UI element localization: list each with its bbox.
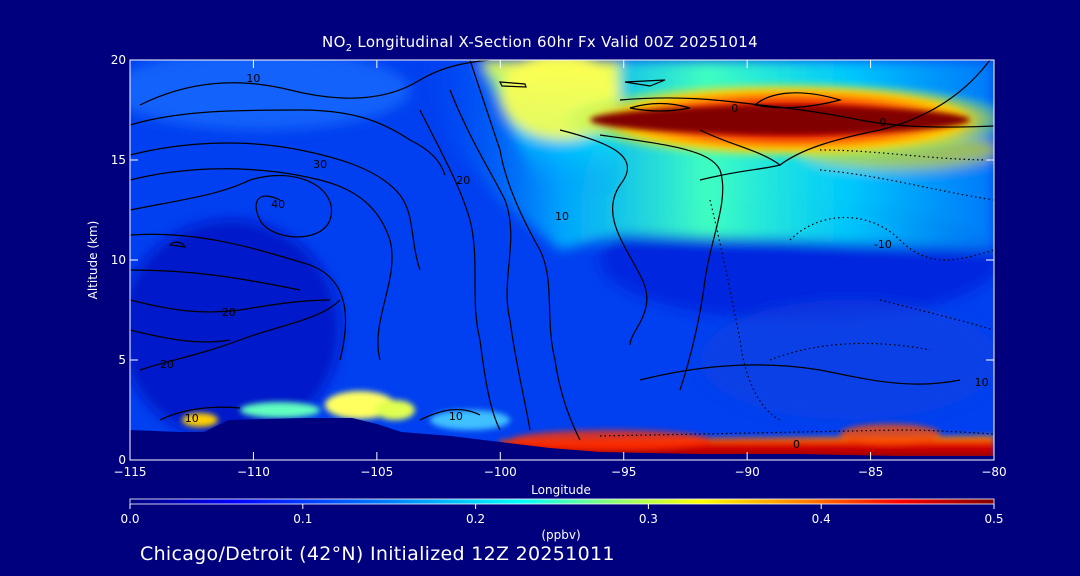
colorbar-ticks (129, 504, 995, 509)
terrain-mask (130, 418, 994, 460)
concentration-field (130, 60, 994, 460)
y-tick-label: 15 (110, 153, 126, 167)
x-tick-label: −110 (236, 465, 270, 479)
y-tick-label: 20 (110, 53, 126, 67)
contour-label: 20 (456, 174, 470, 187)
contour-label: -10 (874, 238, 892, 251)
contour-labels: 10 0 0 30 40 20 10 -10 20 20 10 10 10 0 (160, 72, 989, 451)
colorbar (129, 498, 995, 505)
x-tick-label: −105 (360, 465, 394, 479)
x-tick-label: −100 (483, 465, 517, 479)
colorbar-tick-label: 0.0 (120, 512, 140, 526)
contour-label: 30 (313, 158, 327, 171)
colorbar-tick-label: 0.4 (811, 512, 831, 526)
contour-label: 40 (271, 198, 285, 211)
footer-caption: Chicago/Detroit (42°N) Initialized 12Z 2… (140, 543, 615, 565)
x-tick-label: −115 (113, 465, 147, 479)
y-axis-ticks (130, 59, 994, 461)
contour-label: 0 (879, 116, 886, 129)
contour-label: 20 (222, 306, 236, 319)
colorbar-unit-label: (ppbv) (541, 528, 581, 542)
contour-label: 10 (555, 210, 569, 223)
contour-lines (130, 60, 994, 441)
x-tick-label: −85 (857, 465, 884, 479)
contour-label: 20 (160, 358, 174, 371)
contour-label: 0 (731, 102, 738, 115)
y-tick-label: 0 (118, 453, 126, 467)
x-tick-label: −95 (611, 465, 637, 479)
chart-title: NO2 Longitudinal X-Section 60hr Fx Valid… (322, 33, 758, 54)
x-axis-ticks (129, 60, 995, 460)
contour-label: 10 (246, 72, 260, 85)
colorbar-tick-label: 0.2 (466, 512, 486, 526)
contour-label: 10 (449, 410, 463, 423)
contour-label: 10 (185, 412, 199, 425)
colorbar-tick-label: 0.1 (293, 512, 313, 526)
colorbar-tick-label: 0.3 (638, 512, 658, 526)
y-tick-label: 5 (118, 353, 126, 367)
x-tick-label: −80 (981, 465, 1007, 479)
y-tick-label: 10 (110, 253, 126, 267)
x-axis-label: Longitude (531, 483, 591, 497)
contour-label: 10 (975, 376, 989, 389)
colorbar-tick-label: 0.5 (984, 512, 1004, 526)
y-axis-label: Altitude (km) (86, 220, 100, 300)
contour-label: 0 (793, 438, 800, 451)
x-tick-label: −90 (734, 465, 760, 479)
